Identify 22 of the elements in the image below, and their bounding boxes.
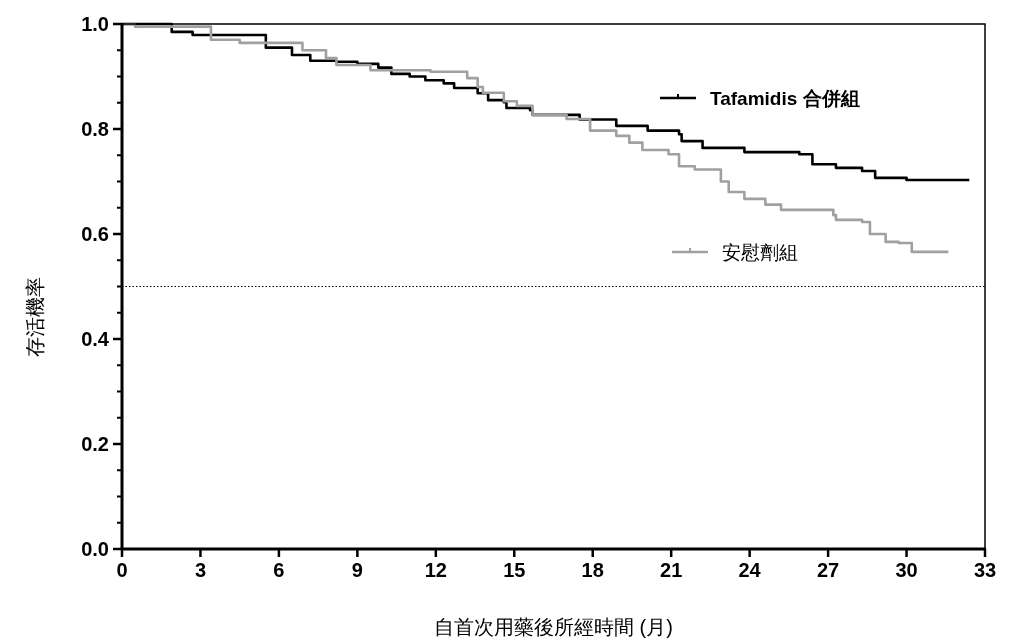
y-tick-label: 0.2 bbox=[81, 433, 109, 455]
y-tick-label: 0.8 bbox=[81, 118, 109, 140]
x-tick-label: 3 bbox=[194, 559, 207, 581]
y-tick-label: 1.0 bbox=[81, 13, 109, 35]
x-tick-label: 15 bbox=[503, 559, 526, 581]
x-tick-label: 12 bbox=[424, 559, 447, 581]
x-tick-label: 30 bbox=[895, 559, 918, 581]
y-tick-label: 0.6 bbox=[81, 223, 109, 245]
x-tick-label: 6 bbox=[273, 559, 285, 581]
legend-label: 安慰劑組 bbox=[722, 242, 798, 263]
x-tick-label: 27 bbox=[816, 559, 840, 581]
x-tick-label: 18 bbox=[581, 559, 604, 581]
x-tick-label: 24 bbox=[738, 559, 762, 581]
x-tick-label: 21 bbox=[660, 559, 683, 581]
x-tick-label: 33 bbox=[973, 559, 997, 581]
x-tick-label: 0 bbox=[116, 559, 128, 581]
x-axis-title: 自首次用藥後所經時間 (月) bbox=[434, 616, 673, 638]
y-axis-title: 存活機率 bbox=[24, 276, 46, 357]
y-tick-label: 0.0 bbox=[81, 538, 109, 560]
legend-label: Tafamidis 合併組 bbox=[710, 88, 860, 109]
x-tick-label: 9 bbox=[351, 559, 363, 581]
y-tick-label: 0.4 bbox=[81, 328, 110, 350]
